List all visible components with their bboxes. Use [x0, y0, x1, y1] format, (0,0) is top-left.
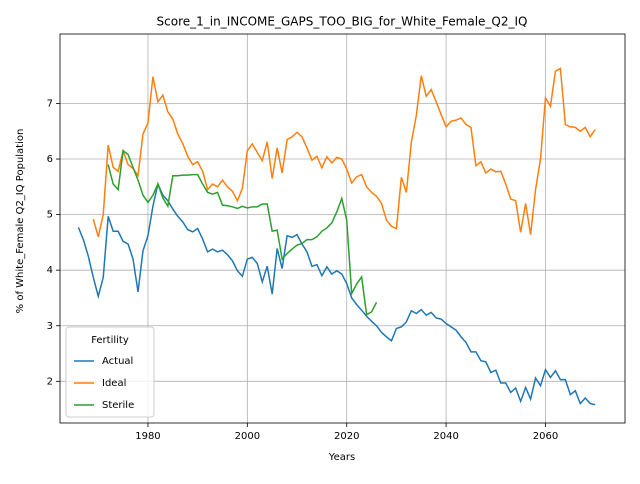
legend-label: Actual: [102, 356, 133, 367]
legend-label: Ideal: [102, 378, 126, 389]
legend-box: [65, 326, 155, 418]
x-tick-label: 2060: [533, 431, 558, 442]
y-tick-label: 6: [47, 154, 53, 165]
legend-label: Sterile: [102, 400, 134, 411]
y-axis-label: % of White_Female Q2_IQ Population: [15, 129, 26, 314]
x-tick-label: 2020: [334, 431, 359, 442]
y-tick-label: 7: [47, 98, 53, 109]
series-line: [92, 67, 596, 238]
y-tick-label: 2: [47, 376, 53, 387]
series-line: [107, 149, 378, 316]
series-line: [77, 181, 596, 406]
x-tick-label: 2000: [235, 431, 260, 442]
y-tick-label: 5: [47, 210, 53, 221]
y-tick-label: 4: [47, 265, 53, 276]
x-tick-label: 2040: [433, 431, 458, 442]
chart-title: Score_1_in_INCOME_GAPS_TOO_BIG_for_White…: [157, 15, 528, 29]
x-tick-label: 1980: [135, 431, 160, 442]
x-axis-label: Years: [328, 452, 355, 463]
plot-frame: [59, 33, 626, 424]
y-tick-label: 3: [47, 321, 53, 332]
legend-title: Fertility: [91, 335, 129, 346]
